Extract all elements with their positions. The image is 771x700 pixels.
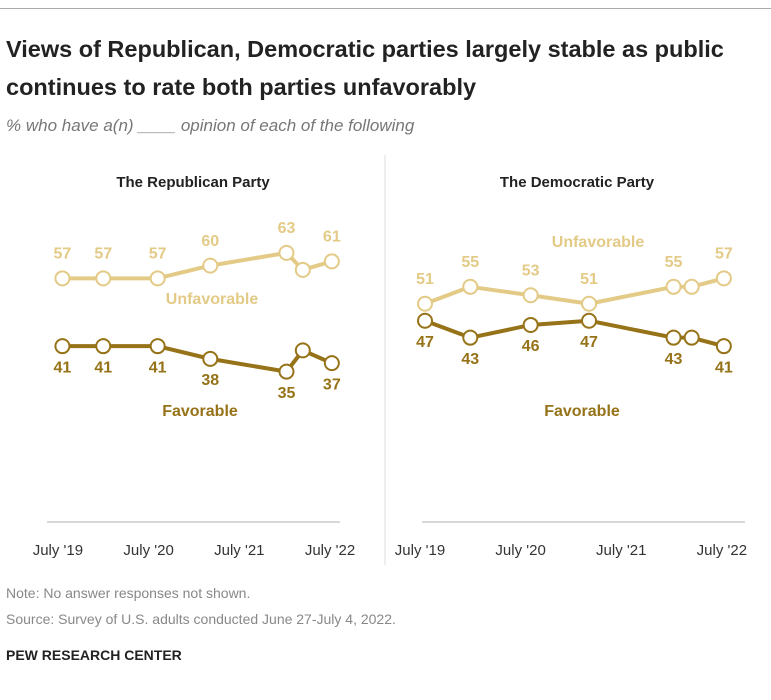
data-label: 37 bbox=[323, 376, 341, 393]
data-label: 61 bbox=[323, 229, 341, 246]
point bbox=[294, 261, 311, 278]
x-tick-label: July '22 bbox=[305, 542, 355, 559]
point bbox=[149, 338, 166, 355]
data-label: 47 bbox=[580, 334, 598, 351]
point bbox=[149, 270, 166, 287]
point bbox=[323, 253, 340, 270]
x-tick-label: July '22 bbox=[697, 542, 747, 559]
data-label: 41 bbox=[715, 359, 733, 376]
point bbox=[581, 312, 598, 329]
point bbox=[278, 363, 295, 380]
data-label: 60 bbox=[201, 233, 219, 250]
point bbox=[95, 270, 112, 287]
point bbox=[417, 312, 434, 329]
point bbox=[202, 350, 219, 367]
data-label: 41 bbox=[54, 359, 72, 376]
panel-title: The Democratic Party bbox=[500, 174, 655, 191]
x-tick-label: July '20 bbox=[123, 542, 173, 559]
note: Note: No answer responses not shown. bbox=[6, 585, 251, 601]
data-label: 57 bbox=[94, 246, 112, 263]
point bbox=[683, 329, 700, 346]
data-label: 46 bbox=[522, 338, 540, 355]
point bbox=[581, 295, 598, 312]
credit: PEW RESEARCH CENTER bbox=[6, 647, 182, 663]
x-tick-label: July '21 bbox=[596, 542, 646, 559]
x-tick-label: July '20 bbox=[495, 542, 545, 559]
x-tick-label: July '21 bbox=[214, 542, 264, 559]
data-label: 43 bbox=[665, 351, 683, 368]
panel-title: The Republican Party bbox=[116, 174, 270, 191]
point bbox=[202, 257, 219, 274]
series-label: Favorable bbox=[162, 403, 238, 420]
data-label: 55 bbox=[665, 254, 683, 271]
x-tick-label: July '19 bbox=[33, 542, 83, 559]
point bbox=[95, 338, 112, 355]
x-tick-label: July '19 bbox=[395, 542, 445, 559]
point bbox=[54, 338, 71, 355]
data-label: 55 bbox=[461, 254, 479, 271]
point bbox=[278, 244, 295, 261]
point bbox=[462, 278, 479, 295]
data-label: 41 bbox=[94, 359, 112, 376]
series-label: Favorable bbox=[544, 403, 620, 420]
point bbox=[715, 270, 732, 287]
data-label: 51 bbox=[580, 271, 598, 288]
data-label: 57 bbox=[149, 246, 167, 263]
data-label: 35 bbox=[278, 385, 296, 402]
point bbox=[323, 355, 340, 372]
point bbox=[294, 342, 311, 359]
point bbox=[54, 270, 71, 287]
data-label: 63 bbox=[278, 220, 296, 237]
source: Source: Survey of U.S. adults conducted … bbox=[6, 611, 396, 627]
subtitle: % who have a(n) ____ opinion of each of … bbox=[6, 116, 415, 135]
data-label: 51 bbox=[416, 271, 434, 288]
point bbox=[665, 278, 682, 295]
top-rule bbox=[0, 8, 771, 9]
data-label: 53 bbox=[522, 262, 540, 279]
data-label: 38 bbox=[201, 372, 219, 389]
series-label: Unfavorable bbox=[552, 234, 645, 251]
point bbox=[417, 295, 434, 312]
data-label: 57 bbox=[54, 246, 72, 263]
data-label: 47 bbox=[416, 334, 434, 351]
data-label: 57 bbox=[715, 246, 733, 263]
point bbox=[715, 338, 732, 355]
point bbox=[683, 278, 700, 295]
point bbox=[665, 329, 682, 346]
data-label: 41 bbox=[149, 359, 167, 376]
point bbox=[522, 316, 539, 333]
point bbox=[462, 329, 479, 346]
title: Views of Republican, Democratic parties … bbox=[6, 36, 724, 100]
charts: The Republican Party July '19 July '20 July… bbox=[33, 155, 747, 565]
data-label: 43 bbox=[461, 351, 479, 368]
point bbox=[522, 287, 539, 304]
series-label: Unfavorable bbox=[166, 291, 259, 308]
